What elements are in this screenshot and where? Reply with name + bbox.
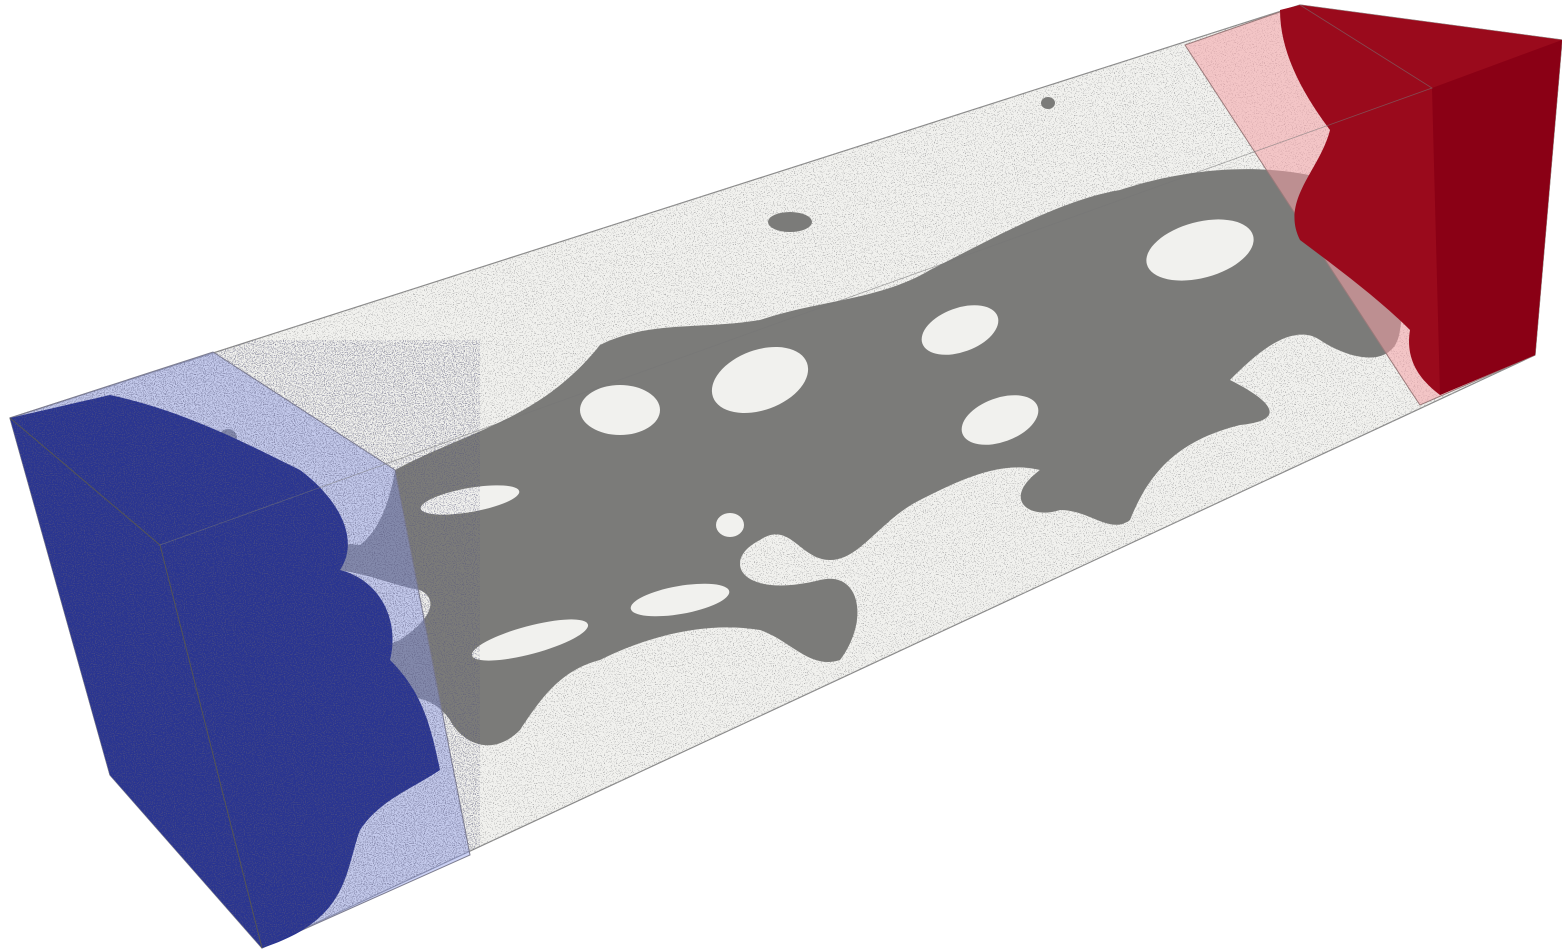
simulation-render: [0, 0, 1562, 952]
page: [0, 0, 1562, 952]
red-end-face: [1432, 40, 1562, 395]
